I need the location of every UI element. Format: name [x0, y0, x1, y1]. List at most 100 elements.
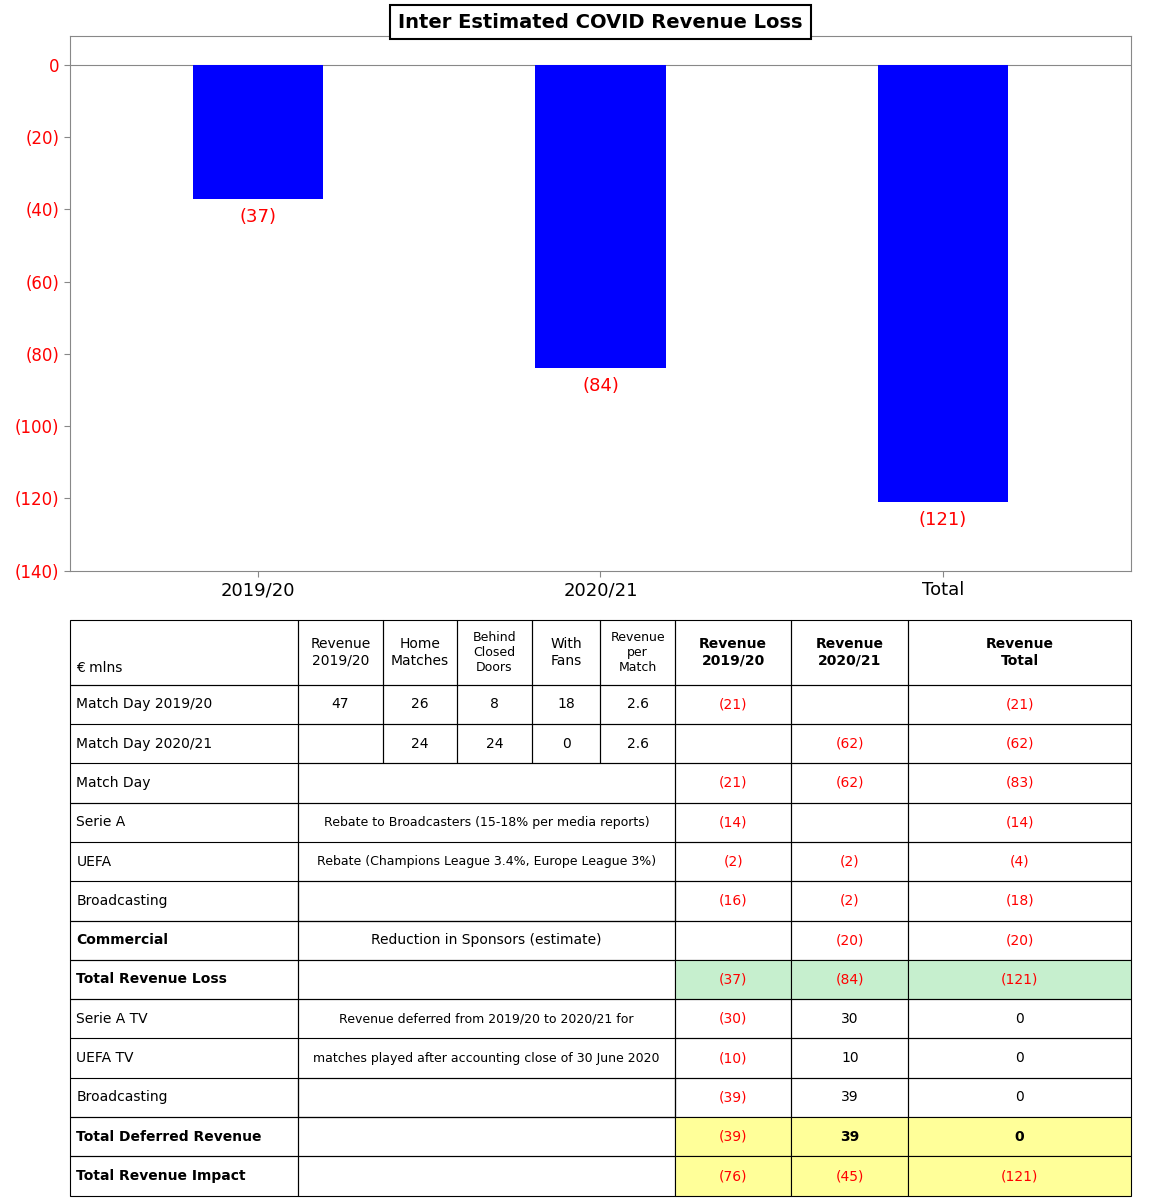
Bar: [908, 920, 1131, 960]
Text: 0: 0: [1016, 1091, 1024, 1104]
Bar: [792, 1038, 908, 1078]
Text: 0: 0: [1016, 1051, 1024, 1066]
Text: (14): (14): [1005, 815, 1034, 829]
Bar: [298, 620, 382, 685]
Bar: [70, 920, 298, 960]
Text: 10: 10: [841, 1051, 858, 1066]
Bar: [675, 1038, 792, 1078]
Text: (21): (21): [719, 697, 747, 712]
Bar: [908, 803, 1131, 842]
Text: UEFA: UEFA: [76, 854, 112, 869]
Bar: [675, 1078, 792, 1117]
Text: Reduction in Sponsors (estimate): Reduction in Sponsors (estimate): [371, 934, 602, 947]
Bar: [908, 685, 1131, 724]
Text: (62): (62): [1005, 737, 1034, 751]
Bar: [298, 763, 675, 803]
Text: Revenue
Total: Revenue Total: [985, 637, 1054, 667]
Bar: [675, 960, 792, 1000]
Text: 8: 8: [490, 697, 499, 712]
Text: (20): (20): [1005, 934, 1034, 947]
Bar: [792, 1078, 908, 1117]
Text: (121): (121): [919, 511, 967, 529]
Text: (39): (39): [719, 1129, 747, 1144]
Bar: [382, 724, 457, 763]
Text: Commercial: Commercial: [76, 934, 168, 947]
Text: (2): (2): [723, 854, 743, 869]
Bar: [675, 920, 792, 960]
Text: (30): (30): [719, 1012, 747, 1026]
Text: With
Fans: With Fans: [550, 637, 582, 667]
Text: (20): (20): [836, 934, 864, 947]
Text: (4): (4): [1010, 854, 1030, 869]
Text: Broadcasting: Broadcasting: [76, 1091, 168, 1104]
Text: (2): (2): [840, 894, 859, 908]
Text: (37): (37): [719, 972, 747, 986]
Text: 0: 0: [1014, 1129, 1025, 1144]
Bar: [600, 620, 675, 685]
Text: 0: 0: [1016, 1012, 1024, 1026]
Bar: [908, 1078, 1131, 1117]
Bar: [908, 960, 1131, 1000]
Text: matches played after accounting close of 30 June 2020: matches played after accounting close of…: [314, 1051, 660, 1064]
Bar: [70, 960, 298, 1000]
Bar: [298, 1078, 675, 1117]
Text: Total Revenue Loss: Total Revenue Loss: [76, 972, 227, 986]
Text: 26: 26: [412, 697, 429, 712]
Bar: [675, 763, 792, 803]
Bar: [457, 685, 532, 724]
Text: Revenue deferred from 2019/20 to 2020/21 for: Revenue deferred from 2019/20 to 2020/21…: [339, 1013, 633, 1025]
Text: (37): (37): [240, 208, 276, 226]
Bar: [70, 685, 298, 803]
Bar: [878, 65, 1007, 502]
Bar: [70, 620, 298, 685]
Bar: [70, 803, 298, 920]
Text: (39): (39): [719, 1091, 747, 1104]
Text: UEFA TV: UEFA TV: [76, 1051, 134, 1066]
Bar: [298, 1000, 675, 1117]
Text: € mlns: € mlns: [76, 661, 122, 674]
Bar: [600, 685, 675, 724]
Text: (76): (76): [719, 1169, 747, 1183]
Bar: [298, 881, 675, 920]
Bar: [675, 842, 792, 881]
Text: Revenue
2020/21: Revenue 2020/21: [816, 637, 884, 667]
Text: (21): (21): [719, 776, 747, 790]
Text: Total Deferred Revenue: Total Deferred Revenue: [76, 1129, 262, 1144]
Text: Rebate (Champions League 3.4%, Europe League 3%): Rebate (Champions League 3.4%, Europe Le…: [317, 856, 656, 868]
Text: (18): (18): [1005, 894, 1034, 908]
Text: (45): (45): [836, 1169, 864, 1183]
Text: 2.6: 2.6: [626, 737, 648, 751]
Text: Revenue
2019/20: Revenue 2019/20: [310, 637, 371, 667]
Text: (14): (14): [719, 815, 747, 829]
Text: 39: 39: [841, 1129, 859, 1144]
Text: 24: 24: [485, 737, 504, 751]
Text: 2.6: 2.6: [626, 697, 648, 712]
Bar: [70, 1117, 298, 1157]
Bar: [908, 763, 1131, 803]
Bar: [675, 620, 792, 685]
Text: (62): (62): [836, 737, 864, 751]
Text: (121): (121): [1000, 1169, 1038, 1183]
Bar: [600, 724, 675, 763]
Bar: [532, 724, 600, 763]
Text: 24: 24: [412, 737, 429, 751]
Text: (83): (83): [1005, 776, 1034, 790]
Bar: [908, 724, 1131, 763]
Bar: [675, 1117, 792, 1157]
Bar: [792, 685, 908, 724]
Bar: [908, 1038, 1131, 1078]
Text: 30: 30: [841, 1012, 858, 1026]
Bar: [675, 803, 792, 842]
Bar: [675, 724, 792, 763]
Bar: [535, 65, 666, 368]
Text: Home
Matches: Home Matches: [391, 637, 449, 667]
Bar: [675, 1000, 792, 1038]
Bar: [908, 620, 1131, 685]
Text: Match Day: Match Day: [76, 776, 150, 790]
Text: (10): (10): [719, 1051, 747, 1066]
Bar: [298, 1157, 675, 1195]
Bar: [457, 620, 532, 685]
Bar: [908, 842, 1131, 881]
Text: Behind
Closed
Doors: Behind Closed Doors: [472, 631, 517, 674]
Bar: [792, 763, 908, 803]
